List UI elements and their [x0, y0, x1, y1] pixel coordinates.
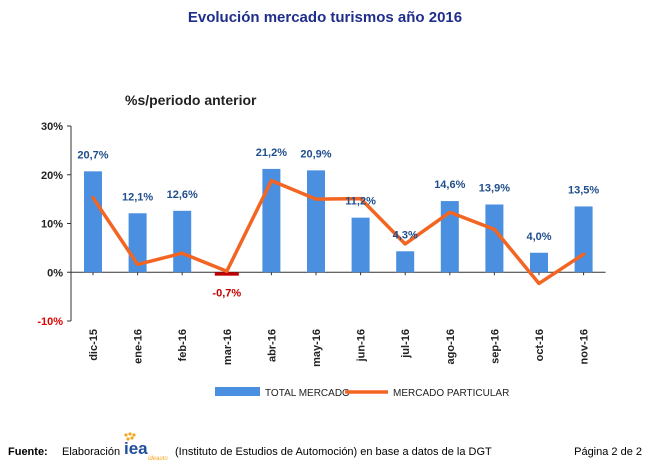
- bar-abr-16: [262, 168, 281, 273]
- data-label: 12,6%: [167, 189, 198, 201]
- bar-oct-16: [530, 252, 548, 273]
- page-title: Evolución mercado turismos año 2016: [187, 9, 463, 26]
- data-label: 21,2%: [256, 147, 287, 159]
- footer: Fuente: Elaboración iea ideauto (Institu…: [8, 432, 642, 461]
- chart: 30% 20% 10% 0% -10% dic-15 ene-16 feb-16 mar-16 a…: [37, 121, 606, 399]
- data-label: 4,0%: [526, 231, 551, 243]
- data-label: 12,1%: [122, 191, 153, 203]
- iea-logo: iea ideauto: [124, 432, 168, 461]
- x-tick-label: nov-16: [579, 329, 591, 364]
- bar-ago-16: [440, 201, 459, 273]
- x-tick-label: may-16: [311, 329, 323, 367]
- x-tick-label: abr-16: [266, 329, 278, 362]
- chart-subtitle: %s/periodo anterior: [125, 92, 257, 108]
- footer-elaboracion: Elaboración: [62, 446, 121, 458]
- x-tick-label: ene-16: [133, 329, 145, 364]
- bar-nov-16: [574, 206, 593, 273]
- data-label: 20,9%: [300, 148, 331, 160]
- footer-source-label: Fuente:: [8, 446, 48, 458]
- x-tick-label: ago-16: [445, 329, 457, 364]
- data-label: 11,2%: [345, 196, 376, 208]
- y-tick-label: 20%: [41, 170, 63, 182]
- x-tick-label: jun-16: [356, 329, 368, 362]
- data-label: 4,3%: [393, 229, 418, 241]
- data-label: 13,9%: [479, 182, 510, 194]
- page-number: Página 2 de 2: [574, 446, 642, 458]
- line-mercado-particular: [91, 178, 586, 286]
- bar-jun-16: [351, 217, 370, 273]
- bar-jul-16: [396, 251, 415, 273]
- x-tick-label: oct-16: [534, 329, 546, 361]
- x-tick-label: jul-16: [400, 329, 412, 359]
- x-tick-label: sep-16: [489, 329, 501, 364]
- bar-feb-16: [173, 210, 192, 273]
- logo-dots-icon: [124, 432, 136, 441]
- data-label: 13,5%: [568, 184, 599, 196]
- legend-mercado-particular-label: MERCADO PARTICULAR: [393, 388, 509, 399]
- legend-total-mercado-label: TOTAL MERCADO: [265, 388, 350, 399]
- x-tick-label: feb-16: [177, 329, 189, 361]
- y-tick-label: -10%: [37, 316, 63, 328]
- y-tick-label: 30%: [41, 121, 63, 133]
- y-tick-label: 10%: [41, 219, 63, 231]
- logo-subtext: ideauto: [148, 456, 168, 461]
- bar-sep-16: [485, 204, 504, 273]
- data-label: 14,6%: [434, 179, 465, 191]
- logo-text: iea: [124, 439, 148, 458]
- y-tick-label: 0%: [47, 267, 63, 279]
- data-label: -0,7%: [212, 287, 241, 299]
- data-label: 20,7%: [77, 149, 108, 161]
- bar-mar-16: [214, 272, 239, 276]
- footer-description: (Instituto de Estudios de Automoción) en…: [175, 446, 492, 458]
- x-tick-label: dic-15: [88, 329, 100, 361]
- bar-dic-15: [84, 171, 102, 273]
- x-tick-label: mar-16: [222, 329, 234, 365]
- bar-may-16: [307, 170, 325, 273]
- legend-total-mercado-swatch: [215, 387, 260, 396]
